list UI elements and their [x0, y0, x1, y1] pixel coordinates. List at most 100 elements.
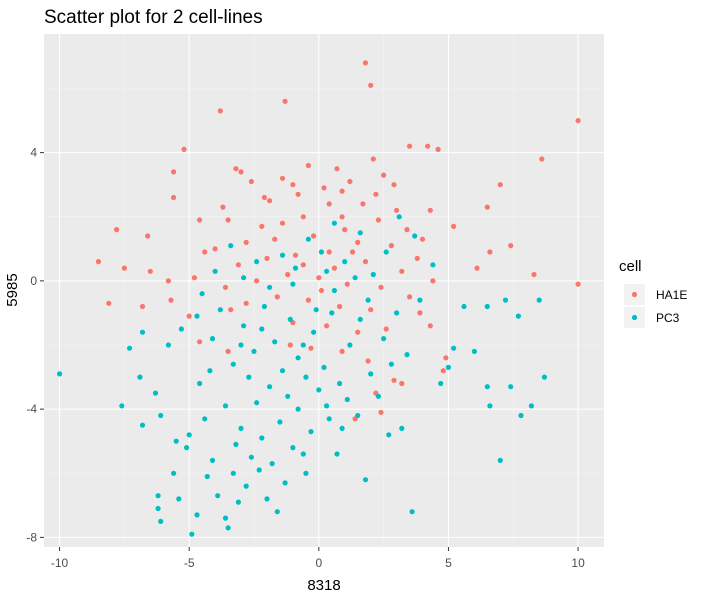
y-axis-title: 5985 [4, 273, 21, 306]
data-point [337, 380, 343, 387]
data-point [536, 297, 542, 303]
data-point [248, 454, 254, 460]
chart-title: Scatter plot for 2 cell-lines [44, 7, 263, 28]
data-point [279, 220, 286, 226]
data-point [575, 281, 581, 287]
data-point [225, 348, 231, 354]
data-point [326, 201, 332, 207]
data-point [316, 387, 322, 393]
data-point [168, 297, 174, 303]
data-point [303, 470, 309, 476]
data-point [269, 461, 275, 467]
data-point [158, 412, 164, 419]
data-point [375, 217, 381, 223]
data-point [222, 284, 229, 290]
data-point [176, 496, 182, 502]
data-point [388, 361, 394, 367]
data-point [484, 303, 490, 310]
data-point [339, 348, 345, 354]
data-point [261, 194, 267, 201]
y-tick-label: 0 [30, 274, 37, 288]
data-point [339, 214, 345, 220]
data-point [497, 182, 503, 188]
data-point [230, 361, 236, 367]
data-point [246, 374, 252, 380]
data-point [318, 249, 324, 255]
data-point [531, 271, 537, 278]
data-point [435, 146, 441, 152]
data-point [127, 345, 133, 351]
data-point [349, 249, 356, 255]
data-point [233, 166, 239, 172]
data-point [321, 185, 327, 191]
legend-label-pc3: PC3 [656, 311, 680, 325]
data-point [230, 470, 236, 476]
data-point [474, 265, 480, 271]
data-point [324, 268, 330, 274]
x-tick-label: 5 [445, 556, 452, 570]
data-point [440, 368, 446, 374]
data-point [248, 178, 254, 185]
data-point [290, 445, 296, 451]
major-gridlines [44, 34, 604, 547]
data-point [259, 326, 265, 332]
data-points [57, 60, 581, 537]
data-point [383, 326, 389, 332]
data-point [202, 249, 208, 255]
data-point [264, 255, 270, 261]
data-point [412, 233, 418, 239]
minor-gridlines [44, 34, 604, 547]
data-point [264, 496, 270, 502]
legend-key-ha1e [631, 291, 638, 298]
data-point [326, 416, 332, 422]
data-point [357, 230, 363, 236]
data-point [438, 380, 444, 387]
data-point [285, 393, 291, 399]
data-point [300, 342, 306, 348]
data-point [334, 451, 340, 457]
data-point [331, 265, 337, 271]
data-point [228, 243, 234, 249]
data-point [324, 403, 330, 409]
data-point [282, 98, 288, 104]
data-point [243, 483, 249, 489]
data-point [295, 355, 301, 361]
data-point [352, 275, 358, 281]
data-point [259, 223, 265, 229]
x-axis-ticks: -10 -5 0 5 10 [51, 547, 585, 570]
data-point [360, 201, 366, 207]
data-point [316, 275, 322, 281]
data-point [267, 198, 273, 204]
data-point [365, 297, 371, 303]
data-point [391, 182, 397, 188]
data-point [171, 169, 177, 175]
data-point [295, 191, 301, 197]
data-point [199, 291, 205, 297]
data-point [357, 316, 363, 322]
data-point [145, 233, 151, 239]
data-point [381, 336, 387, 342]
data-point [165, 342, 171, 348]
x-axis-title: 8318 [307, 577, 340, 594]
legend-key-pc3 [631, 314, 638, 321]
data-point [427, 323, 433, 329]
data-point [368, 371, 374, 377]
data-point [347, 178, 353, 185]
data-point [178, 326, 184, 332]
data-point [267, 384, 273, 390]
data-point [217, 108, 223, 114]
x-tick-label: -10 [51, 556, 69, 570]
data-point [137, 374, 143, 380]
data-point [381, 172, 387, 178]
data-point [375, 393, 381, 399]
data-point [243, 239, 249, 245]
data-point [209, 336, 216, 342]
data-point [321, 364, 327, 370]
data-point [575, 118, 581, 124]
data-point [222, 403, 229, 409]
data-point [311, 329, 317, 335]
data-point [233, 441, 239, 447]
data-point [285, 271, 291, 278]
data-point [391, 377, 397, 383]
data-point [292, 265, 299, 271]
